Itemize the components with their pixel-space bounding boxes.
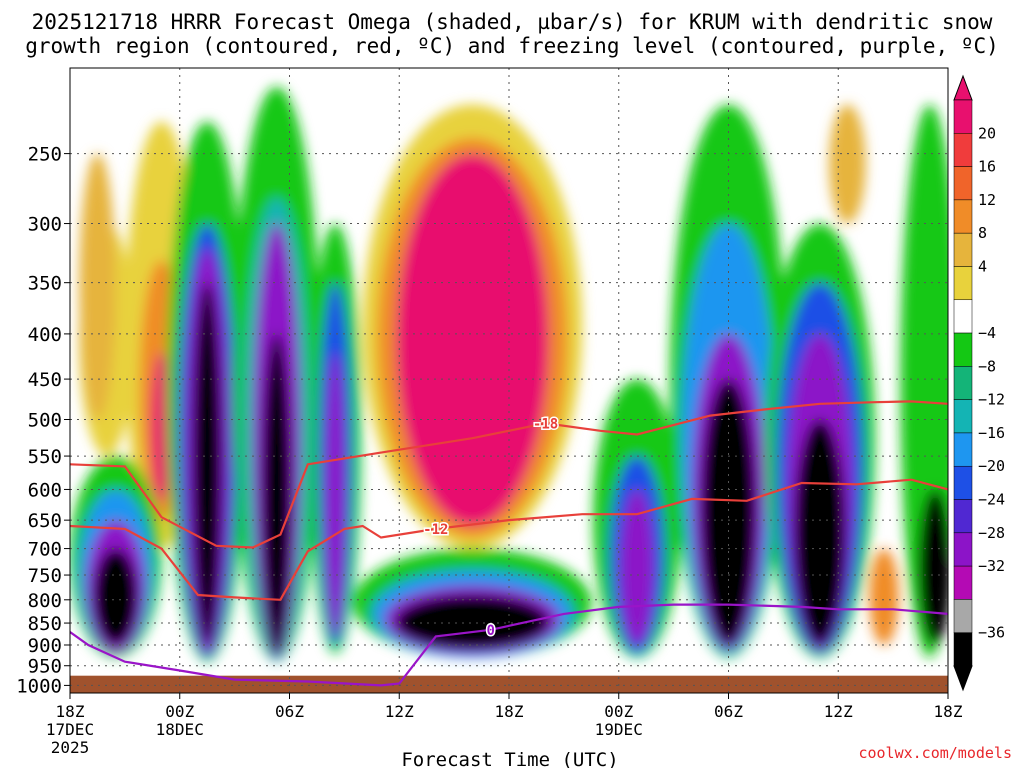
x-tick-label-42: 12Z — [824, 702, 853, 721]
omega-cell-12 — [192, 282, 222, 645]
y-tick-label-450: 450 — [28, 369, 62, 391]
colorbar-label-7: −12 — [978, 391, 1005, 409]
colorbar-swatch-15 — [953, 599, 973, 633]
omega-cell-19 — [326, 352, 345, 637]
x-tick-date-0: 17DEC — [46, 720, 94, 739]
contour-lines: -18 -12 0 — [70, 400, 948, 687]
y-tick-label-250: 250 — [28, 144, 62, 166]
colorbar-swatch-5 — [953, 266, 973, 301]
x-tick-label-24: 18Z — [495, 702, 524, 721]
x-axis-label: Forecast Time (UTC) — [401, 749, 618, 768]
omega-cell-22 — [395, 153, 550, 527]
omega-cell-33 — [701, 379, 756, 645]
freezing-level-contour — [70, 603, 948, 687]
y-tick-label-400: 400 — [28, 324, 62, 346]
colorbar-swatch-16 — [953, 632, 973, 667]
colorbar-label-2: 12 — [978, 191, 996, 209]
colorbar-label-13: −36 — [978, 624, 1005, 642]
colorbar-label-0: 20 — [978, 124, 996, 142]
colorbar-swatch-11 — [953, 465, 973, 500]
y-tick-label-350: 350 — [28, 273, 62, 295]
colorbar-swatch-12 — [953, 499, 973, 534]
x-tick-label-18: 12Z — [385, 702, 414, 721]
y-axis-ticks: 2503003504004505005506006507007508008509… — [16, 144, 70, 697]
colorbar-label-9: −20 — [978, 457, 1005, 475]
x-tick-label-12: 06Z — [275, 702, 304, 721]
omega-cell-26 — [395, 594, 550, 650]
colorbar-label-6: −8 — [978, 357, 996, 375]
colorbar-label-10: −24 — [978, 491, 1005, 509]
dgz-contour-0-label: -18 — [533, 416, 558, 432]
colorbar-label-11: −28 — [978, 524, 1005, 542]
colorbar-swatch-10 — [953, 432, 973, 467]
colorbar-swatch-6 — [953, 299, 973, 334]
colorbar-label-1: 16 — [978, 158, 996, 176]
y-tick-label-750: 750 — [28, 565, 62, 587]
omega-shading-field — [70, 68, 948, 693]
colorbar-label-12: −32 — [978, 557, 1005, 575]
y-tick-label-550: 550 — [28, 446, 62, 468]
omega-cell-40 — [918, 489, 948, 645]
colorbar-swatch-1 — [953, 133, 973, 167]
omega-cell-16 — [262, 333, 292, 654]
omega-cell-38 — [829, 104, 866, 224]
colorbar-swatch-0 — [953, 99, 973, 134]
colorbar-swatch-8 — [953, 366, 973, 400]
colorbar-swatch-3 — [953, 199, 973, 234]
chart-title-line-1: 2025121718 HRRR Forecast Omega (shaded, … — [31, 10, 993, 34]
colorbar-swatch-7 — [953, 332, 973, 367]
chart-title-line-2: growth region (contoured, red, ºC) and f… — [25, 34, 999, 58]
shading-blobs — [70, 86, 948, 662]
colorbar-legend: 20 16 12 8 4 −4 −8 −12 −16 −20 −24 −28 −32 −36 — [953, 74, 1005, 692]
colorbar-label-3: 8 — [978, 224, 987, 242]
x-tick-label-6: 00Z — [165, 702, 194, 721]
omega-cell-8 — [93, 548, 138, 645]
colorbar-swatch-14 — [953, 565, 973, 600]
source-credit: coolwx.com/models — [858, 744, 1012, 762]
omega-cell-37 — [794, 419, 846, 645]
x-tick-date-30: 19DEC — [595, 720, 643, 739]
y-tick-label-950: 950 — [28, 656, 62, 678]
colorbar-label-5: −4 — [978, 324, 996, 342]
omega-cell-1 — [79, 153, 116, 420]
colorbar-label-4: 4 — [978, 257, 987, 275]
freezing-level-contour-label: 0 — [486, 623, 494, 639]
colorbar-swatch-4 — [953, 232, 973, 267]
y-tick-label-300: 300 — [28, 214, 62, 236]
colorbar-label-8: −16 — [978, 424, 1005, 442]
y-tick-label-500: 500 — [28, 410, 62, 432]
dgz-contour-1 — [70, 478, 948, 601]
colorbar-bottom-arrow — [953, 665, 973, 692]
y-tick-label-600: 600 — [28, 479, 62, 501]
dgz-contour-1-label: -12 — [423, 522, 448, 538]
x-tick-date-6: 18DEC — [156, 720, 204, 739]
y-tick-label-900: 900 — [28, 635, 62, 657]
colorbar-swatch-2 — [953, 166, 973, 201]
x-tick-label-36: 06Z — [714, 702, 743, 721]
y-tick-label-800: 800 — [28, 590, 62, 612]
colorbar-swatch-13 — [953, 532, 973, 567]
y-tick-label-1000: 1000 — [16, 675, 62, 697]
colorbar-top-arrow — [953, 74, 973, 101]
y-tick-label-700: 700 — [28, 539, 62, 561]
omega-cell-29 — [620, 489, 654, 645]
x-tick-label-48: 18Z — [934, 702, 963, 721]
x-tick-label-0: 18Z — [56, 702, 85, 721]
omega-cell-41 — [869, 548, 899, 645]
y-tick-label-650: 650 — [28, 510, 62, 532]
y-tick-label-850: 850 — [28, 613, 62, 635]
x-tick-label-30: 00Z — [604, 702, 633, 721]
colorbar-swatch-9 — [953, 399, 973, 434]
omega-cell-4 — [150, 352, 173, 503]
dgz-contour-0 — [70, 400, 948, 549]
x-tick-year-0: 2025 — [51, 738, 90, 757]
